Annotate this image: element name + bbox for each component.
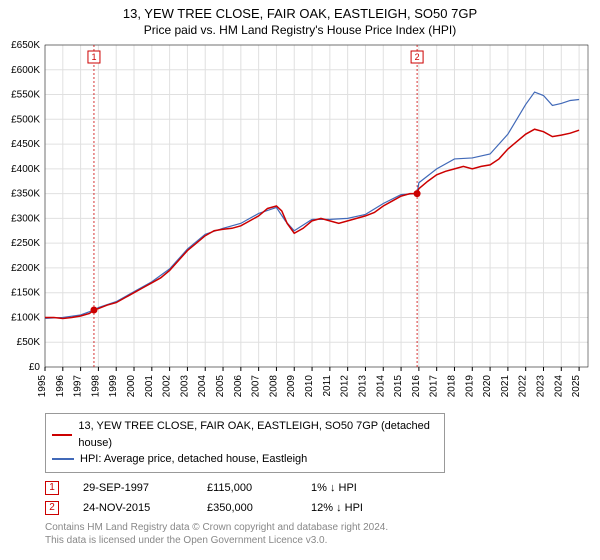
- legend-swatch: [52, 458, 74, 460]
- data-point-row: 1 29-SEP-1997 £115,000 1% ↓ HPI: [45, 481, 600, 495]
- svg-text:£650K: £650K: [11, 40, 40, 51]
- svg-text:2019: 2019: [464, 375, 475, 398]
- data-point-marker: 1: [45, 481, 59, 495]
- svg-text:1996: 1996: [55, 375, 66, 398]
- data-point-date: 29-SEP-1997: [83, 482, 183, 494]
- svg-text:1: 1: [91, 52, 96, 62]
- svg-text:2020: 2020: [482, 375, 493, 398]
- svg-text:2011: 2011: [322, 375, 333, 397]
- svg-text:2016: 2016: [411, 375, 422, 398]
- svg-text:2018: 2018: [446, 375, 457, 398]
- svg-text:2008: 2008: [268, 375, 279, 398]
- footer-line1: Contains HM Land Registry data © Crown c…: [45, 521, 545, 534]
- svg-text:£400K: £400K: [11, 164, 40, 175]
- svg-text:1999: 1999: [108, 375, 119, 398]
- svg-text:£50K: £50K: [17, 337, 41, 348]
- title-subtitle: Price paid vs. HM Land Registry's House …: [0, 23, 600, 37]
- svg-text:1997: 1997: [73, 375, 84, 398]
- legend-row: 13, YEW TREE CLOSE, FAIR OAK, EASTLEIGH,…: [52, 418, 438, 451]
- svg-text:2000: 2000: [126, 375, 137, 398]
- svg-text:2024: 2024: [553, 375, 564, 398]
- svg-text:1995: 1995: [37, 375, 48, 398]
- svg-text:£250K: £250K: [11, 238, 40, 249]
- svg-text:2017: 2017: [429, 375, 440, 398]
- data-point-table: 1 29-SEP-1997 £115,000 1% ↓ HPI 2 24-NOV-2015…: [45, 481, 600, 515]
- svg-text:2006: 2006: [233, 375, 244, 398]
- footer-line2: This data is licensed under the Open Gov…: [45, 534, 545, 547]
- svg-text:2012: 2012: [340, 375, 351, 398]
- svg-text:£600K: £600K: [11, 65, 40, 76]
- svg-text:£150K: £150K: [11, 288, 40, 299]
- data-point-marker: 2: [45, 501, 59, 515]
- svg-text:2004: 2004: [197, 375, 208, 398]
- chart-area: £0 £50K £100K £150K £200K £250K £300K £350K £400…: [0, 37, 600, 407]
- data-point-row: 2 24-NOV-2015 £350,000 12% ↓ HPI: [45, 501, 600, 515]
- svg-text:£350K: £350K: [11, 189, 40, 200]
- svg-text:£100K: £100K: [11, 312, 40, 323]
- svg-text:2010: 2010: [304, 375, 315, 398]
- svg-text:2009: 2009: [286, 375, 297, 398]
- line-chart: £0 £50K £100K £150K £200K £250K £300K £350K £400…: [0, 37, 600, 407]
- svg-text:2014: 2014: [375, 375, 386, 398]
- svg-text:2003: 2003: [179, 375, 190, 398]
- title-address: 13, YEW TREE CLOSE, FAIR OAK, EASTLEIGH,…: [0, 6, 600, 21]
- svg-text:2023: 2023: [535, 375, 546, 398]
- data-point-date: 24-NOV-2015: [83, 502, 183, 514]
- svg-text:2021: 2021: [500, 375, 511, 398]
- svg-text:1998: 1998: [90, 375, 101, 398]
- svg-text:£550K: £550K: [11, 90, 40, 101]
- data-point-delta: 12% ↓ HPI: [311, 502, 411, 514]
- chart-titles: 13, YEW TREE CLOSE, FAIR OAK, EASTLEIGH,…: [0, 0, 600, 37]
- legend-box: 13, YEW TREE CLOSE, FAIR OAK, EASTLEIGH,…: [45, 413, 445, 473]
- legend-label: 13, YEW TREE CLOSE, FAIR OAK, EASTLEIGH,…: [78, 418, 438, 451]
- data-point-delta: 1% ↓ HPI: [311, 482, 411, 494]
- svg-text:2: 2: [415, 52, 420, 62]
- legend-swatch: [52, 434, 72, 436]
- svg-text:2013: 2013: [357, 375, 368, 398]
- svg-text:£300K: £300K: [11, 213, 40, 224]
- svg-text:£200K: £200K: [11, 263, 40, 274]
- svg-text:2002: 2002: [162, 375, 173, 398]
- legend-label: HPI: Average price, detached house, East…: [80, 451, 307, 468]
- svg-text:2025: 2025: [571, 375, 582, 398]
- svg-text:£0: £0: [29, 362, 41, 373]
- svg-text:2001: 2001: [144, 375, 155, 398]
- data-point-price: £350,000: [207, 502, 287, 514]
- svg-text:2015: 2015: [393, 375, 404, 398]
- svg-text:2022: 2022: [518, 375, 529, 398]
- legend-row: HPI: Average price, detached house, East…: [52, 451, 438, 468]
- footer-attribution: Contains HM Land Registry data © Crown c…: [45, 521, 545, 547]
- svg-text:£450K: £450K: [11, 139, 40, 150]
- svg-text:2005: 2005: [215, 375, 226, 398]
- data-point-price: £115,000: [207, 482, 287, 494]
- svg-text:2007: 2007: [251, 375, 262, 398]
- svg-text:£500K: £500K: [11, 114, 40, 125]
